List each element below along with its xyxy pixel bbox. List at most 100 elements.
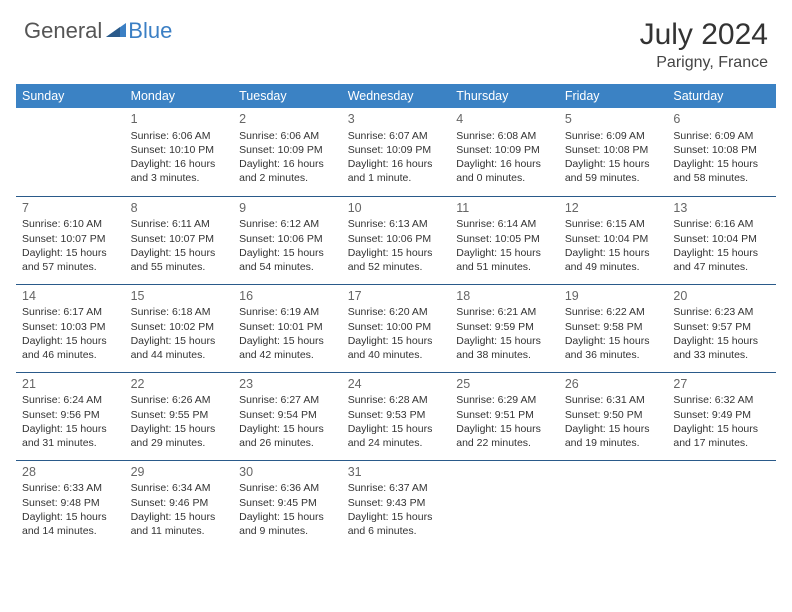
daylight-text: Daylight: 15 hours — [348, 510, 445, 524]
day-cell: 27Sunrise: 6:32 AMSunset: 9:49 PMDayligh… — [667, 372, 776, 460]
sunset-text: Sunset: 9:53 PM — [348, 408, 445, 422]
sunrise-text: Sunrise: 6:17 AM — [22, 305, 119, 319]
day-cell: 25Sunrise: 6:29 AMSunset: 9:51 PMDayligh… — [450, 372, 559, 460]
day-cell — [559, 460, 668, 548]
daylight-text: and 33 minutes. — [673, 348, 770, 362]
day-header: Monday — [125, 84, 234, 108]
daylight-text: and 1 minute. — [348, 171, 445, 185]
calendar-table: Sunday Monday Tuesday Wednesday Thursday… — [16, 84, 776, 548]
daylight-text: and 59 minutes. — [565, 171, 662, 185]
sunset-text: Sunset: 9:56 PM — [22, 408, 119, 422]
sunset-text: Sunset: 10:09 PM — [239, 143, 336, 157]
day-cell: 20Sunrise: 6:23 AMSunset: 9:57 PMDayligh… — [667, 284, 776, 372]
daylight-text: Daylight: 16 hours — [456, 157, 553, 171]
day-number: 9 — [239, 200, 336, 217]
daylight-text: and 14 minutes. — [22, 524, 119, 538]
daylight-text: and 9 minutes. — [239, 524, 336, 538]
day-cell: 18Sunrise: 6:21 AMSunset: 9:59 PMDayligh… — [450, 284, 559, 372]
daylight-text: Daylight: 15 hours — [348, 334, 445, 348]
day-cell: 2Sunrise: 6:06 AMSunset: 10:09 PMDayligh… — [233, 108, 342, 196]
daylight-text: and 36 minutes. — [565, 348, 662, 362]
sunset-text: Sunset: 10:03 PM — [22, 320, 119, 334]
daylight-text: and 6 minutes. — [348, 524, 445, 538]
day-number: 14 — [22, 288, 119, 305]
daylight-text: Daylight: 16 hours — [131, 157, 228, 171]
day-cell: 28Sunrise: 6:33 AMSunset: 9:48 PMDayligh… — [16, 460, 125, 548]
daylight-text: and 57 minutes. — [22, 260, 119, 274]
daylight-text: Daylight: 15 hours — [673, 422, 770, 436]
daylight-text: Daylight: 15 hours — [239, 422, 336, 436]
daylight-text: and 22 minutes. — [456, 436, 553, 450]
day-number: 21 — [22, 376, 119, 393]
sunrise-text: Sunrise: 6:06 AM — [239, 129, 336, 143]
header: General Blue July 2024 Parigny, France — [0, 0, 792, 80]
day-cell — [667, 460, 776, 548]
sunrise-text: Sunrise: 6:14 AM — [456, 217, 553, 231]
day-number: 24 — [348, 376, 445, 393]
sunrise-text: Sunrise: 6:07 AM — [348, 129, 445, 143]
sunset-text: Sunset: 9:48 PM — [22, 496, 119, 510]
day-number: 13 — [673, 200, 770, 217]
sunrise-text: Sunrise: 6:18 AM — [131, 305, 228, 319]
daylight-text: and 46 minutes. — [22, 348, 119, 362]
sunset-text: Sunset: 10:09 PM — [456, 143, 553, 157]
daylight-text: and 38 minutes. — [456, 348, 553, 362]
day-number: 30 — [239, 464, 336, 481]
daylight-text: and 42 minutes. — [239, 348, 336, 362]
sunset-text: Sunset: 10:08 PM — [565, 143, 662, 157]
day-number: 18 — [456, 288, 553, 305]
week-row: 14Sunrise: 6:17 AMSunset: 10:03 PMDaylig… — [16, 284, 776, 372]
sunset-text: Sunset: 9:46 PM — [131, 496, 228, 510]
day-number: 25 — [456, 376, 553, 393]
daylight-text: and 44 minutes. — [131, 348, 228, 362]
sunset-text: Sunset: 10:08 PM — [673, 143, 770, 157]
daylight-text: Daylight: 15 hours — [131, 334, 228, 348]
logo-text-blue: Blue — [128, 18, 172, 44]
sunrise-text: Sunrise: 6:22 AM — [565, 305, 662, 319]
daylight-text: and 58 minutes. — [673, 171, 770, 185]
sunset-text: Sunset: 10:01 PM — [239, 320, 336, 334]
day-header: Sunday — [16, 84, 125, 108]
daylight-text: Daylight: 15 hours — [131, 246, 228, 260]
week-row: 1Sunrise: 6:06 AMSunset: 10:10 PMDayligh… — [16, 108, 776, 196]
daylight-text: and 0 minutes. — [456, 171, 553, 185]
daylight-text: and 51 minutes. — [456, 260, 553, 274]
day-header: Thursday — [450, 84, 559, 108]
daylight-text: Daylight: 15 hours — [22, 334, 119, 348]
sunrise-text: Sunrise: 6:31 AM — [565, 393, 662, 407]
day-number: 22 — [131, 376, 228, 393]
day-cell — [16, 108, 125, 196]
day-cell: 13Sunrise: 6:16 AMSunset: 10:04 PMDaylig… — [667, 196, 776, 284]
daylight-text: and 49 minutes. — [565, 260, 662, 274]
sunset-text: Sunset: 9:57 PM — [673, 320, 770, 334]
daylight-text: and 24 minutes. — [348, 436, 445, 450]
day-number: 11 — [456, 200, 553, 217]
sunset-text: Sunset: 9:43 PM — [348, 496, 445, 510]
day-cell: 31Sunrise: 6:37 AMSunset: 9:43 PMDayligh… — [342, 460, 451, 548]
sunrise-text: Sunrise: 6:13 AM — [348, 217, 445, 231]
sunset-text: Sunset: 9:59 PM — [456, 320, 553, 334]
sunrise-text: Sunrise: 6:36 AM — [239, 481, 336, 495]
day-cell: 9Sunrise: 6:12 AMSunset: 10:06 PMDayligh… — [233, 196, 342, 284]
day-number: 15 — [131, 288, 228, 305]
sunrise-text: Sunrise: 6:12 AM — [239, 217, 336, 231]
day-number: 1 — [131, 111, 228, 128]
daylight-text: Daylight: 15 hours — [239, 510, 336, 524]
day-number: 20 — [673, 288, 770, 305]
daylight-text: and 2 minutes. — [239, 171, 336, 185]
day-cell: 24Sunrise: 6:28 AMSunset: 9:53 PMDayligh… — [342, 372, 451, 460]
day-number: 10 — [348, 200, 445, 217]
day-header: Friday — [559, 84, 668, 108]
daylight-text: and 47 minutes. — [673, 260, 770, 274]
day-number: 6 — [673, 111, 770, 128]
day-number: 26 — [565, 376, 662, 393]
sunrise-text: Sunrise: 6:23 AM — [673, 305, 770, 319]
daylight-text: Daylight: 16 hours — [239, 157, 336, 171]
day-number: 29 — [131, 464, 228, 481]
week-row: 7Sunrise: 6:10 AMSunset: 10:07 PMDayligh… — [16, 196, 776, 284]
day-cell: 23Sunrise: 6:27 AMSunset: 9:54 PMDayligh… — [233, 372, 342, 460]
daylight-text: Daylight: 15 hours — [565, 334, 662, 348]
day-header: Saturday — [667, 84, 776, 108]
title-block: July 2024 Parigny, France — [640, 18, 768, 72]
day-cell: 4Sunrise: 6:08 AMSunset: 10:09 PMDayligh… — [450, 108, 559, 196]
